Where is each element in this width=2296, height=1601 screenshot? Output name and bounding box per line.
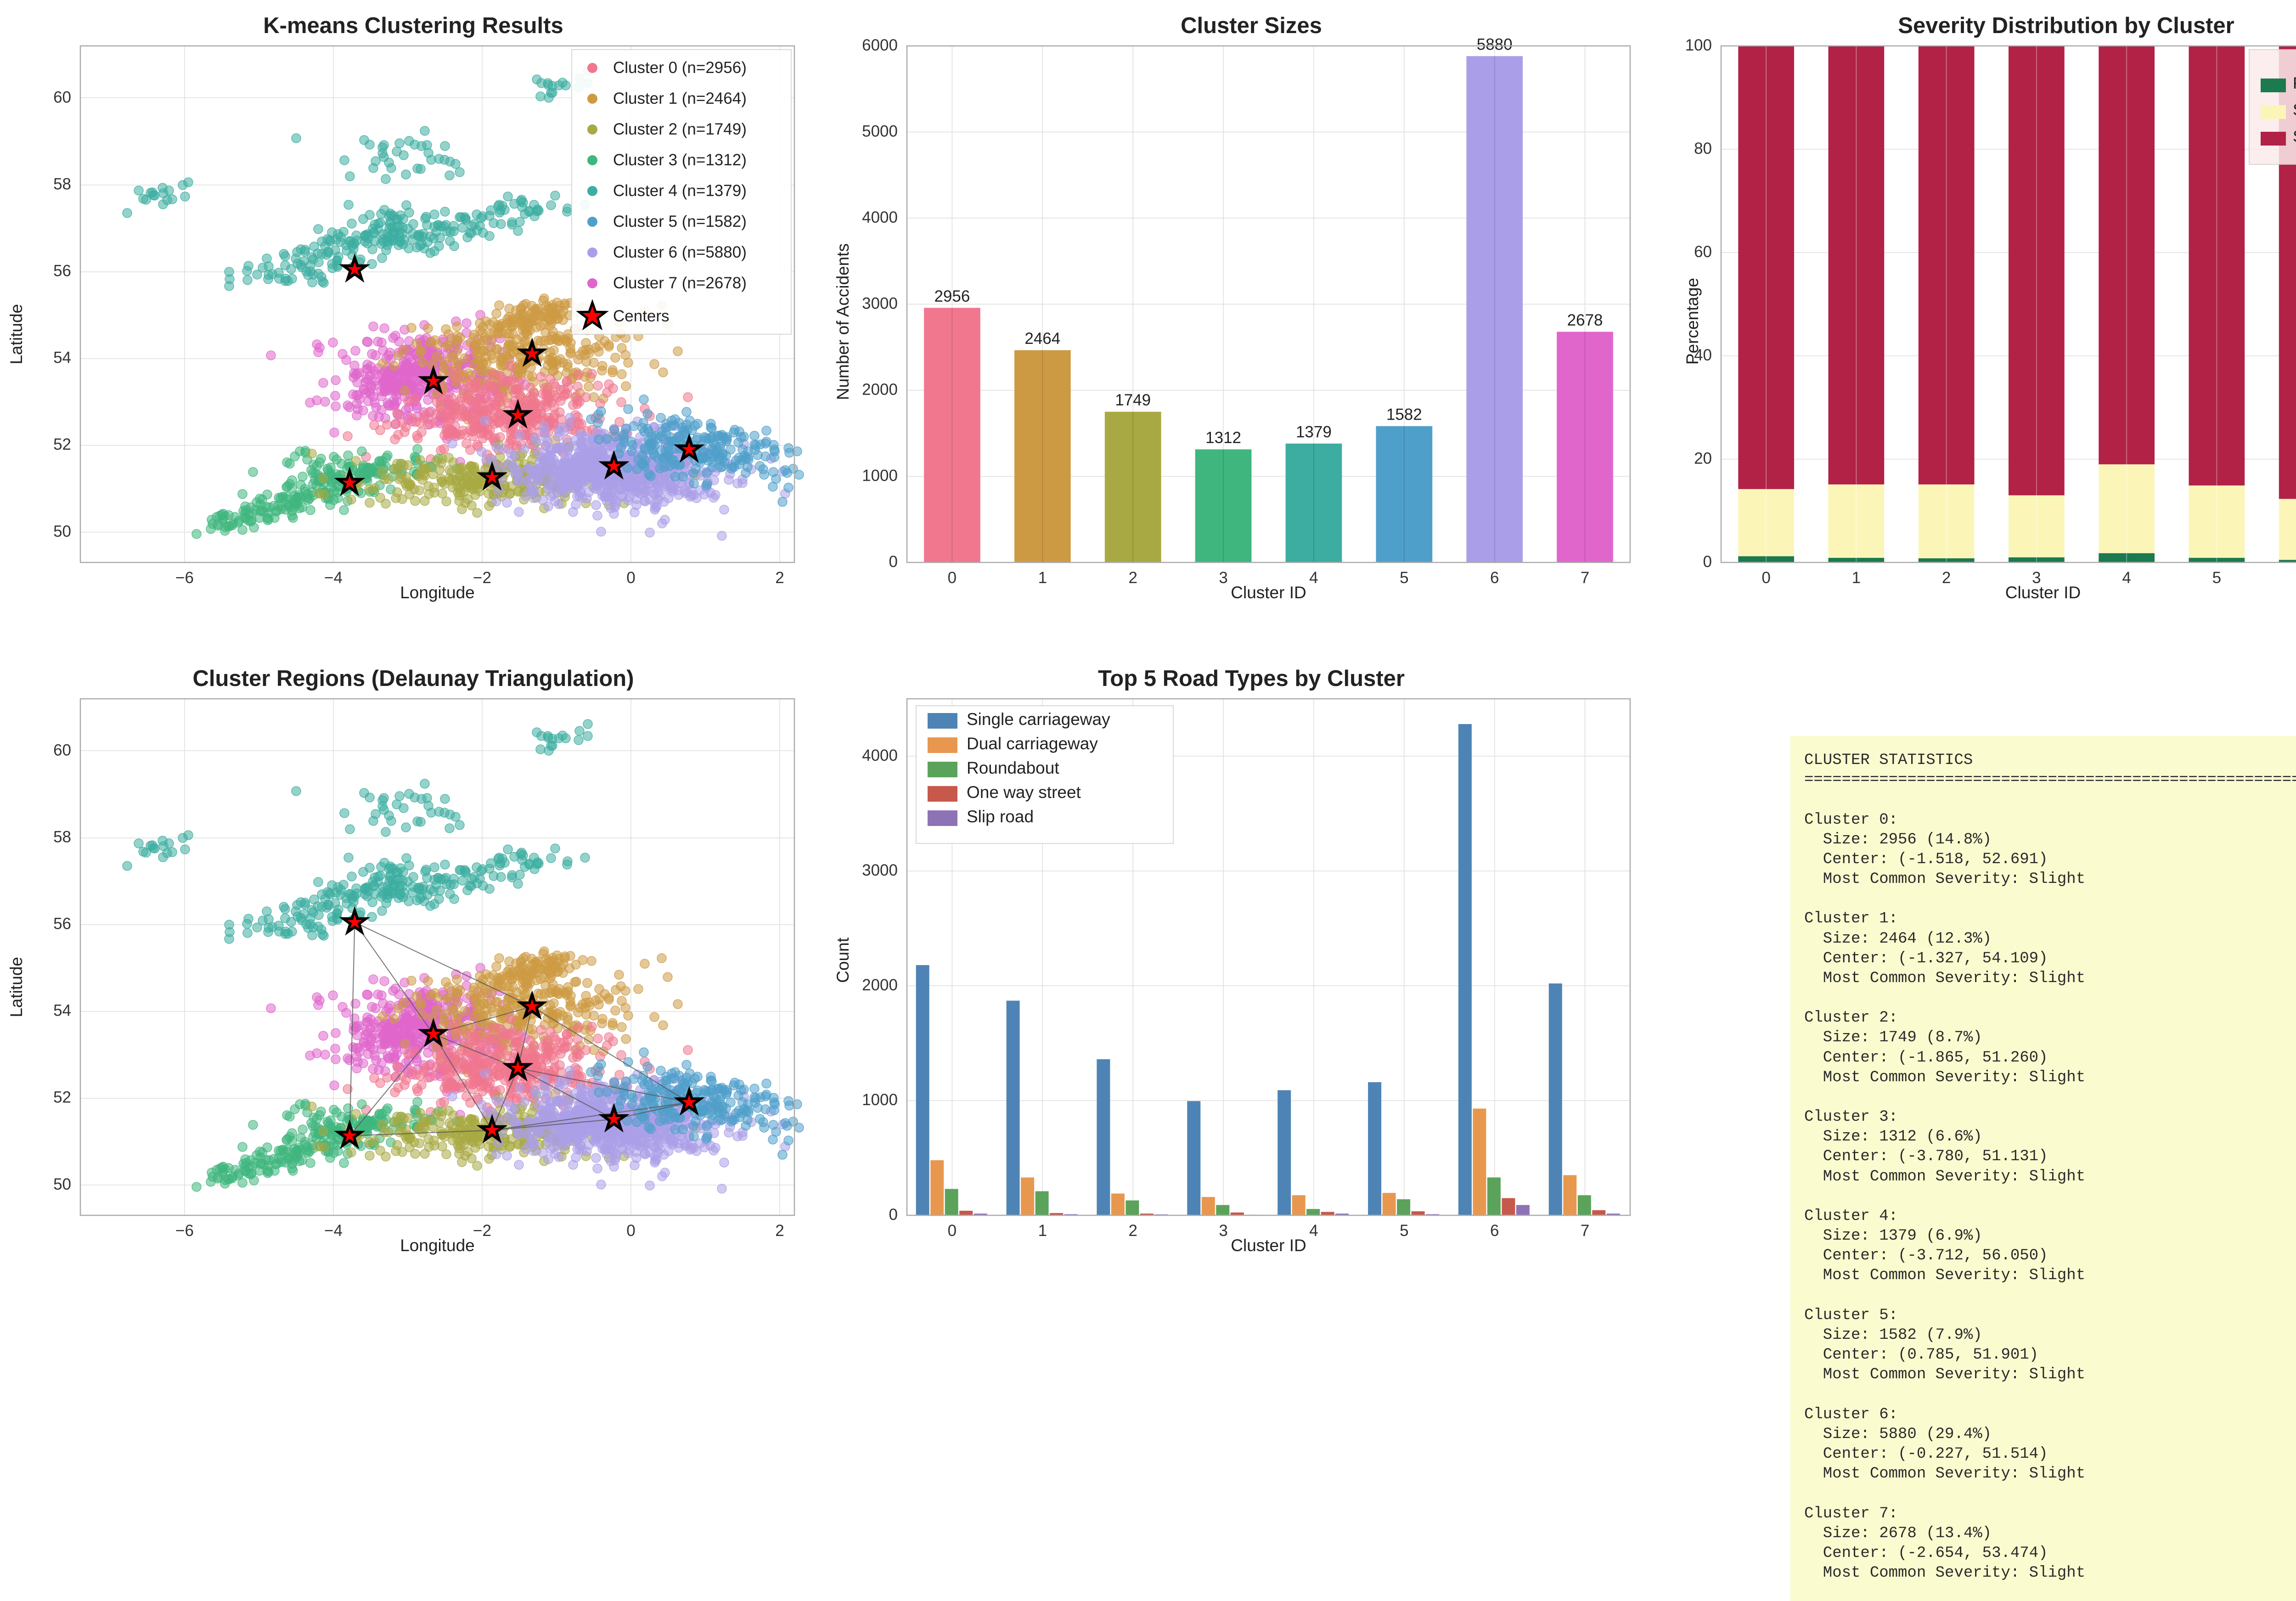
svg-text:52: 52: [53, 436, 71, 454]
svg-text:2956: 2956: [934, 287, 970, 305]
svg-text:Cluster 4 (n=1379): Cluster 4 (n=1379): [613, 182, 747, 200]
svg-text:−2: −2: [473, 569, 491, 587]
svg-text:Cluster 1 (n=2464): Cluster 1 (n=2464): [613, 90, 747, 107]
svg-text:2: 2: [775, 569, 784, 587]
svg-text:3000: 3000: [862, 295, 898, 313]
svg-text:6000: 6000: [862, 36, 898, 54]
svg-text:1749: 1749: [1115, 391, 1151, 409]
svg-text:5880: 5880: [1477, 36, 1513, 54]
svg-text:Fatal: Fatal: [2293, 74, 2296, 92]
svg-text:1582: 1582: [1386, 405, 1422, 423]
svg-text:4: 4: [1309, 569, 1318, 587]
svg-text:56: 56: [53, 262, 71, 280]
svg-text:Serious: Serious: [2293, 101, 2296, 119]
svg-text:50: 50: [53, 522, 71, 540]
svg-text:5: 5: [1400, 569, 1408, 587]
svg-text:7: 7: [1581, 569, 1589, 587]
svg-text:40: 40: [1694, 346, 1712, 364]
svg-text:2: 2: [1942, 569, 1951, 587]
svg-text:2: 2: [1128, 569, 1137, 587]
svg-text:2464: 2464: [1024, 330, 1060, 348]
svg-text:0: 0: [889, 553, 898, 571]
svg-text:60: 60: [1694, 243, 1712, 261]
svg-text:0: 0: [948, 569, 957, 587]
svg-text:1: 1: [1038, 569, 1047, 587]
svg-text:Cluster 7 (n=2678): Cluster 7 (n=2678): [613, 274, 747, 292]
svg-text:80: 80: [1694, 140, 1712, 157]
svg-text:Slight: Slight: [2293, 128, 2296, 146]
svg-text:Cluster 0 (n=2956): Cluster 0 (n=2956): [613, 59, 747, 77]
svg-text:2678: 2678: [1567, 311, 1603, 329]
svg-text:0: 0: [1761, 569, 1770, 587]
svg-text:−6: −6: [175, 569, 194, 587]
svg-text:1379: 1379: [1296, 423, 1332, 441]
svg-text:Centers: Centers: [613, 307, 670, 325]
svg-text:1: 1: [1852, 569, 1861, 587]
svg-text:0: 0: [1703, 553, 1712, 571]
svg-text:4: 4: [2122, 569, 2131, 587]
svg-text:3: 3: [2032, 569, 2041, 587]
svg-text:1000: 1000: [862, 467, 898, 485]
svg-text:1312: 1312: [1205, 429, 1241, 447]
svg-text:Cluster 2 (n=1749): Cluster 2 (n=1749): [613, 120, 747, 138]
svg-text:58: 58: [53, 175, 71, 193]
svg-text:Cluster 6 (n=5880): Cluster 6 (n=5880): [613, 243, 747, 261]
svg-text:4000: 4000: [862, 208, 898, 226]
svg-text:0: 0: [626, 569, 635, 587]
svg-text:Cluster 3 (n=1312): Cluster 3 (n=1312): [613, 151, 747, 169]
svg-text:20: 20: [1694, 449, 1712, 467]
svg-text:60: 60: [53, 88, 71, 106]
svg-text:2000: 2000: [862, 381, 898, 399]
svg-text:Cluster 5 (n=1582): Cluster 5 (n=1582): [613, 213, 747, 230]
svg-text:3: 3: [1219, 569, 1227, 587]
svg-text:6: 6: [1490, 569, 1499, 587]
svg-text:54: 54: [53, 349, 71, 367]
svg-text:5: 5: [2212, 569, 2221, 587]
svg-text:5000: 5000: [862, 123, 898, 140]
svg-text:100: 100: [1685, 36, 1712, 54]
svg-text:−4: −4: [324, 569, 343, 587]
